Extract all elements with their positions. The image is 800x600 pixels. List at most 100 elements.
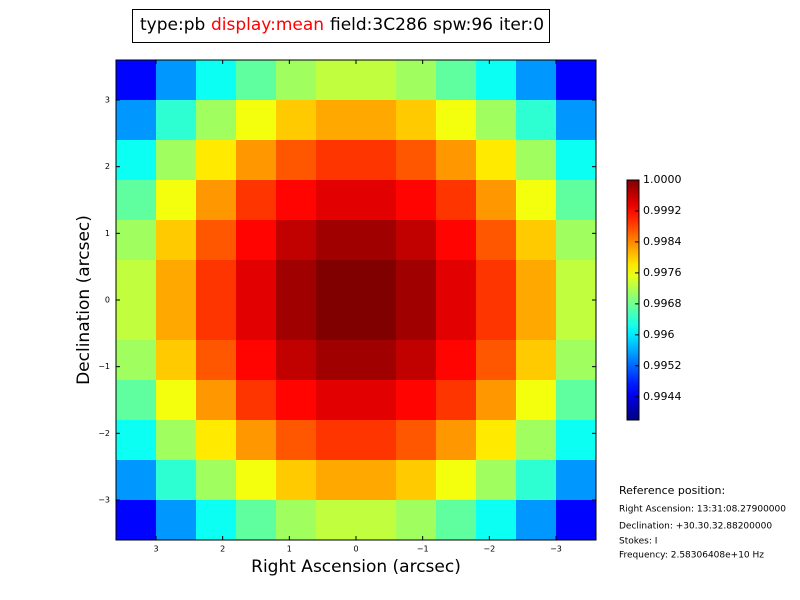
heatmap-cell [316,340,357,381]
heatmap-cell [516,180,557,221]
heatmap-cell [396,260,437,301]
heatmap-cell [436,380,477,421]
heatmap-cell [236,140,277,181]
x-tick-label: 3 [153,545,158,554]
heatmap-cell [236,340,277,381]
heatmap-cell [236,420,277,461]
title-box [132,9,550,43]
heatmap [116,60,597,541]
heatmap-cell [476,60,517,101]
heatmap-cell [556,220,597,261]
colorbar-tick-label: 0.996 [643,328,675,341]
heatmap-cell [396,180,437,221]
heatmap-cell [196,180,237,221]
heatmap-cell [236,60,277,101]
heatmap-cell [396,140,437,181]
heatmap-cell [196,420,237,461]
heatmap-cell [556,300,597,341]
heatmap-cell [196,60,237,101]
heatmap-cell [396,60,437,101]
heatmap-cell [156,60,197,101]
heatmap-cell [356,60,397,101]
heatmap-cell [196,220,237,261]
heatmap-cell [396,300,437,341]
heatmap-cell [516,60,557,101]
heatmap-cell [316,180,357,221]
title-item: field:3C286 [330,15,428,35]
heatmap-cell [356,180,397,221]
heatmap-cell [236,460,277,501]
heatmap-cell [116,420,157,461]
heatmap-cell [196,500,237,541]
heatmap-cell [236,100,277,141]
heatmap-cell [436,220,477,261]
x-tick-label: 0 [353,545,358,554]
heatmap-cell [436,180,477,221]
heatmap-cell [476,380,517,421]
heatmap-cell [476,180,517,221]
heatmap-cell [556,420,597,461]
heatmap-cell [316,60,357,101]
heatmap-cell [196,340,237,381]
heatmap-cell [436,300,477,341]
heatmap-cell [436,460,477,501]
heatmap-cell [236,180,277,221]
heatmap-cell [156,180,197,221]
heatmap-cell [116,60,157,101]
heatmap-cell [556,180,597,221]
y-tick-label: 0 [105,296,110,305]
heatmap-cell [356,460,397,501]
heatmap-cell [116,460,157,501]
heatmap-cell [556,380,597,421]
heatmap-cell [556,340,597,381]
x-tick-label: 2 [220,545,225,554]
heatmap-cell [116,500,157,541]
heatmap-cell [396,340,437,381]
y-tick-label: 3 [105,96,110,105]
heatmap-cell [476,140,517,181]
heatmap-cell [116,340,157,381]
title-item: type:pb [140,15,205,35]
heatmap-cell [396,100,437,141]
colorbar-tick-label: 0.9952 [643,359,682,372]
x-tick-label: −2 [483,545,495,554]
heatmap-cell [156,220,197,261]
annotation: Frequency: 2.58306408e+10 Hz [619,551,764,561]
colorbar-tick-label: 0.9976 [643,266,682,279]
colorbar-tick-label: 1.0000 [643,173,682,186]
annotation-title: Reference position: [619,484,725,497]
heatmap-cell [156,500,197,541]
heatmap-cell [396,380,437,421]
y-tick-label: 1 [105,229,110,238]
x-tick-label: 1 [287,545,292,554]
heatmap-cell [276,140,317,181]
colorbar-tick-label: 0.9968 [643,297,682,310]
heatmap-cell [116,260,157,301]
y-tick-label: −2 [98,429,110,438]
heatmap-cell [436,100,477,141]
heatmap-cell [236,260,277,301]
heatmap-cell [276,340,317,381]
heatmap-cell [156,300,197,341]
heatmap-cell [156,260,197,301]
heatmap-cell [156,380,197,421]
heatmap-cell [196,300,237,341]
heatmap-cell [396,220,437,261]
heatmap-cell [156,340,197,381]
heatmap-cell [476,500,517,541]
title-item: display:mean [211,15,324,35]
heatmap-cell [196,380,237,421]
heatmap-cell [276,60,317,101]
heatmap-cell [316,260,357,301]
colorbar-tick-label: 0.9944 [643,390,682,403]
heatmap-cell [476,220,517,261]
heatmap-cell [316,420,357,461]
heatmap-cell [356,260,397,301]
heatmap-cell [116,180,157,221]
heatmap-cell [396,420,437,461]
heatmap-cell [436,140,477,181]
heatmap-cell [316,140,357,181]
heatmap-cell [116,380,157,421]
heatmap-cell [436,260,477,301]
y-tick-label: −3 [98,496,110,505]
